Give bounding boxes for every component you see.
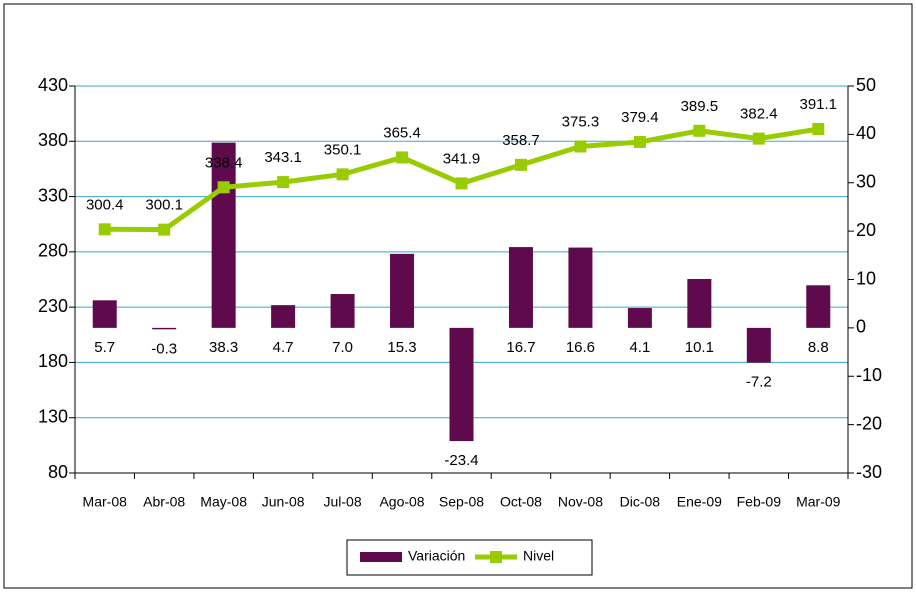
data-label: 7.0	[332, 339, 353, 356]
chart-border	[3, 3, 913, 589]
data-label: -0.3	[151, 340, 177, 357]
bar	[92, 300, 117, 328]
bar	[211, 142, 236, 328]
line-marker	[752, 132, 765, 145]
data-label: 389.5	[681, 98, 719, 115]
x-tick-label: May-08	[200, 494, 247, 510]
bar	[330, 294, 355, 328]
data-label: 5.7	[94, 339, 115, 356]
bar	[806, 285, 831, 328]
data-label: 15.3	[387, 339, 416, 356]
line-marker	[396, 151, 409, 164]
line-marker	[336, 168, 349, 181]
x-tick-label: Jul-08	[324, 494, 362, 510]
legend-swatch	[360, 552, 402, 562]
x-tick-label: Jun-08	[262, 494, 305, 510]
y2-tick-label: 30	[856, 172, 876, 192]
y2-tick-label: -20	[856, 413, 882, 433]
bar	[687, 279, 712, 328]
bar	[152, 327, 177, 330]
x-tick-label: Ago-08	[379, 494, 424, 510]
y2-tick-label: -30	[856, 462, 882, 482]
line-marker	[158, 223, 171, 236]
x-tick-label: Mar-08	[83, 494, 128, 510]
data-label: -7.2	[746, 374, 772, 391]
line-marker	[277, 176, 290, 189]
data-label: 338.4	[205, 154, 243, 171]
y-tick-label: 280	[38, 241, 68, 261]
data-label: 350.1	[324, 141, 362, 158]
data-label: 365.4	[383, 124, 421, 141]
line-marker	[98, 223, 111, 236]
data-label: 4.1	[629, 339, 650, 356]
bar	[746, 327, 771, 363]
x-tick-label: Oct-08	[500, 494, 542, 510]
data-label: 4.7	[273, 339, 294, 356]
line-marker	[693, 124, 706, 137]
bar	[568, 247, 593, 328]
x-tick-label: Abr-08	[143, 494, 185, 510]
x-tick-label: Ene-09	[677, 494, 722, 510]
line-marker	[574, 140, 587, 153]
y-tick-label: 130	[38, 406, 68, 426]
x-tick-label: Sep-08	[439, 494, 484, 510]
y-tick-label: 80	[48, 462, 68, 482]
bar	[627, 308, 652, 328]
data-label: 16.6	[566, 339, 595, 356]
line-marker	[633, 135, 646, 148]
x-tick-label: Dic-08	[620, 494, 661, 510]
y-tick-label: 430	[38, 75, 68, 95]
bar	[271, 305, 296, 328]
data-label: 358.7	[502, 132, 540, 149]
line-marker	[217, 181, 230, 194]
y-tick-label: 330	[38, 185, 68, 205]
data-label: 391.1	[799, 96, 837, 113]
y2-tick-label: 0	[856, 317, 866, 337]
x-tick-label: Mar-09	[796, 494, 841, 510]
legend-label: Variación	[408, 548, 465, 564]
y-tick-label: 230	[38, 296, 68, 316]
data-label: 382.4	[740, 106, 778, 123]
bar	[390, 253, 415, 328]
line-marker	[514, 158, 527, 171]
x-tick-label: Nov-08	[558, 494, 603, 510]
y2-tick-label: -10	[856, 365, 882, 385]
y2-tick-label: 40	[856, 123, 876, 143]
data-label: 8.8	[808, 339, 829, 356]
y2-tick-label: 20	[856, 220, 876, 240]
data-label: 300.4	[86, 196, 124, 213]
line-marker	[455, 177, 468, 190]
x-tick-label: Feb-09	[737, 494, 782, 510]
y2-tick-label: 50	[856, 75, 876, 95]
data-label: 343.1	[264, 149, 302, 166]
bar	[449, 327, 474, 442]
data-label: -23.4	[444, 452, 478, 469]
data-label: 38.3	[209, 339, 238, 356]
data-label: 16.7	[506, 339, 535, 356]
y2-tick-label: 10	[856, 268, 876, 288]
data-label: 375.3	[562, 113, 600, 130]
bar	[508, 247, 533, 328]
line-marker	[812, 123, 825, 136]
data-label: 341.9	[443, 150, 481, 167]
legend-label: Nivel	[523, 548, 554, 564]
data-label: 379.4	[621, 109, 659, 126]
data-label: 10.1	[685, 339, 714, 356]
y-tick-label: 380	[38, 130, 68, 150]
data-label: 300.1	[145, 197, 183, 214]
legend-marker	[490, 551, 502, 563]
y-tick-label: 180	[38, 351, 68, 371]
